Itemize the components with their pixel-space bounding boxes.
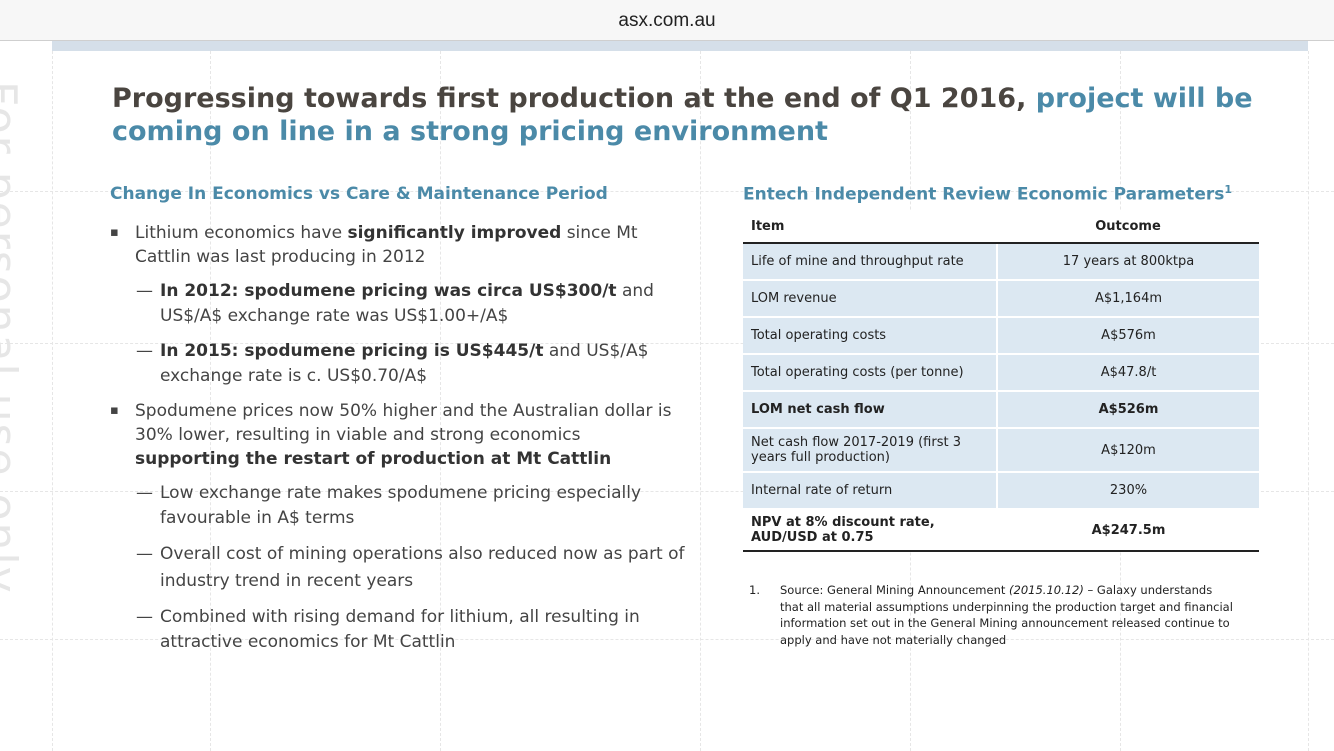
grid-line [700,51,701,751]
bullet-economics: ▪ Lithium economics have significantly i… [110,221,690,269]
grid-line [210,51,211,751]
bullet-mark: ▪ [110,403,119,418]
url-text: asx.com.au [618,10,716,31]
sub-bold: In 2012: spodumene pricing was circa US$… [160,281,617,301]
cell-outcome: A$247.5m [997,508,1259,552]
economic-parameters-table: Item Outcome Life of mine and throughput… [743,211,1259,552]
table-row: LOM net cash flow A$526m [743,391,1259,429]
bullet-text: Spodumene prices now 50% higher and the … [135,401,672,445]
table-row: NPV at 8% discount rate, AUD/USD at 0.75… [743,508,1259,552]
dash-mark: — [136,544,153,564]
footnote-date: (2015.10.12) [1009,583,1084,597]
cell-item: LOM revenue [743,280,998,318]
dash-mark: — [136,483,153,503]
table-header-row: Item Outcome [743,211,1259,244]
footnote-text: Source: General Mining Announcement [780,583,1010,597]
dash-mark: — [136,341,153,361]
cell-outcome: A$47.8/t [997,354,1259,392]
slide: For personal use only Progressing toward… [0,41,1334,751]
table-row: Life of mine and throughput rate 17 year… [743,243,1259,281]
sub-text: Low exchange rate makes spodumene pricin… [160,483,642,528]
dash-mark: — [136,281,153,301]
right-heading-text: Entech Independent Review Economic Param… [743,184,1225,205]
left-section-heading: Change In Economics vs Care & Maintenanc… [110,184,608,204]
sub-bullet-2015: — In 2015: spodumene pricing is US$445/t… [110,339,690,389]
left-column: ▪ Lithium economics have significantly i… [110,221,690,665]
bullet-mark: ▪ [110,225,119,240]
title-main: Progressing towards first production at … [112,83,1036,114]
table-row: Net cash flow 2017-2019 (first 3 years f… [743,428,1259,473]
sub-text: Overall cost of mining operations also r… [160,544,685,591]
grid-line [52,51,53,751]
dash-mark: — [136,607,153,627]
sub-bullet-exchange: — Low exchange rate makes spodumene pric… [110,481,690,531]
cell-outcome: A$576m [997,317,1259,355]
cell-item: Life of mine and throughput rate [743,243,998,281]
cell-outcome: 17 years at 800ktpa [997,243,1259,281]
sub-bullet-costs: — Overall cost of mining operations also… [110,541,690,595]
table-row: Total operating costs A$576m [743,317,1259,355]
watermark-text: For personal use only [0,81,26,595]
sub-bullet-demand: — Combined with rising demand for lithiu… [110,605,690,655]
grid-line [0,639,1334,640]
cell-item: LOM net cash flow [743,391,998,429]
bullet-bold: significantly improved [347,223,562,243]
cell-item: Internal rate of return [743,472,998,510]
col-header-item: Item [743,211,997,244]
cell-item: Net cash flow 2017-2019 (first 3 years f… [743,428,998,473]
table-row: Total operating costs (per tonne) A$47.8… [743,354,1259,392]
sub-bold: In 2015: spodumene pricing is US$445/t [160,341,544,361]
grid-line [0,491,1334,492]
table-row: LOM revenue A$1,164m [743,280,1259,318]
watermark: For personal use only [0,81,42,741]
table-row: Internal rate of return 230% [743,472,1259,510]
footnote: 1. Source: General Mining Announcement (… [749,582,1239,648]
cell-outcome: A$1,164m [997,280,1259,318]
cell-item: Total operating costs [743,317,998,355]
footnote-ref: 1 [1224,183,1233,196]
cell-outcome: A$120m [997,428,1259,473]
title-highlight: project will be coming on line in a stro… [112,83,1253,147]
grid-line [440,51,441,751]
sub-text: and US$/A$ exchange rate was US$1.00+/A$ [160,281,654,326]
col-header-outcome: Outcome [997,211,1259,244]
sub-text: and US$/A$ exchange rate is c. US$0.70/A… [160,341,649,386]
right-section-heading: Entech Independent Review Economic Param… [743,183,1232,205]
cell-outcome: A$526m [997,391,1259,429]
bullet-text: since Mt Cattlin was last producing in 2… [135,223,638,267]
cell-outcome: 230% [997,472,1259,510]
cell-item: Total operating costs (per tonne) [743,354,998,392]
slide-top-bar [52,41,1308,51]
grid-line [0,191,1334,192]
bullet-spodumene: ▪ Spodumene prices now 50% higher and th… [110,399,690,471]
grid-line [0,343,1334,344]
footnote-text: – Galaxy understands that all material a… [780,583,1233,647]
grid-line [1308,51,1309,751]
bullet-text: Lithium economics have [135,223,348,243]
bullet-bold: supporting the restart of production at … [135,449,612,469]
cell-item: NPV at 8% discount rate, AUD/USD at 0.75 [743,508,998,552]
sub-bullet-2012: — In 2012: spodumene pricing was circa U… [110,279,690,329]
slide-title: Progressing towards first production at … [112,82,1272,148]
browser-url-bar[interactable]: asx.com.au [0,0,1334,41]
sub-text: Combined with rising demand for lithium,… [160,607,640,652]
footnote-number: 1. [749,583,760,597]
